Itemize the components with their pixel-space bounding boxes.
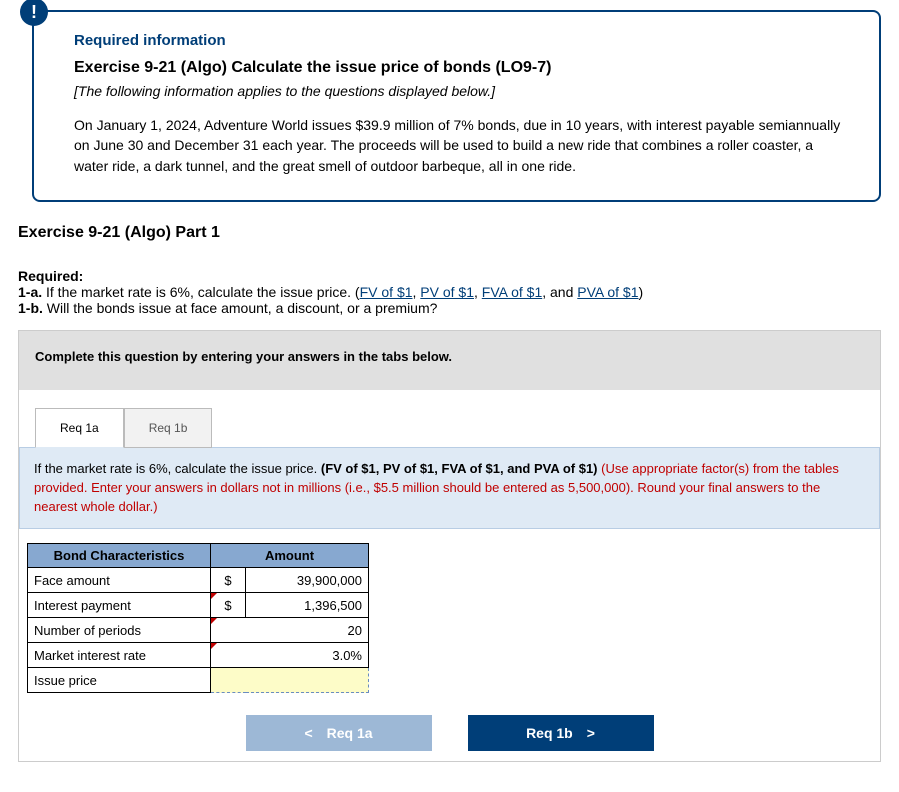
chevron-right-icon: > [587,725,595,741]
row-label: Issue price [28,668,211,693]
table-row: Number of periods 20 [28,618,369,643]
pv-link[interactable]: PV of $1 [420,284,474,300]
instruction-bar: Complete this question by entering your … [19,331,880,390]
amount-input[interactable]: 39,900,000 [246,568,369,593]
row-label: Market interest rate [28,643,211,668]
next-label: Req 1b [526,725,573,741]
prompt-text: If the market rate is 6%, calculate the … [34,461,321,476]
pva-link[interactable]: PVA of $1 [577,284,638,300]
amount-input[interactable]: 3.0% [211,643,369,668]
exercise-title: Exercise 9-21 (Algo) Calculate the issue… [74,59,851,77]
prompt-bold: (FV of $1, PV of $1, FVA of $1, and PVA … [321,461,598,476]
tab-req-1a[interactable]: Req 1a [35,408,124,448]
table-row: Issue price [28,668,369,693]
fv-link[interactable]: FV of $1 [360,284,413,300]
part-title: Exercise 9-21 (Algo) Part 1 [18,224,881,242]
currency-cell[interactable]: $ [211,593,246,618]
scenario-text: On January 1, 2024, Adventure World issu… [74,115,851,176]
applies-note: [The following information applies to th… [74,83,851,99]
table-row: Interest payment $ 1,396,500 [28,593,369,618]
row-label: Number of periods [28,618,211,643]
chevron-left-icon: < [304,725,312,741]
currency-cell[interactable]: $ [211,568,246,593]
tabs: Req 1a Req 1b [19,408,880,448]
prev-req-button: < Req 1a [246,715,432,751]
amount-input[interactable]: 1,396,500 [246,593,369,618]
tab-req-1b[interactable]: Req 1b [124,408,213,448]
required-heading: Required: [18,268,83,284]
required-info-label: Required information [74,32,851,49]
required-information-box: ! Required information Exercise 9-21 (Al… [32,10,881,202]
table-row: Face amount $ 39,900,000 [28,568,369,593]
bond-table: Bond Characteristics Amount Face amount … [27,543,369,693]
nav-row: < Req 1a Req 1b > [19,693,880,761]
req-1b-line: 1-b. Will the bonds issue at face amount… [18,300,437,316]
req-1a-line: 1-a. If the market rate is 6%, calculate… [18,284,643,300]
fva-link[interactable]: FVA of $1 [482,284,542,300]
row-label: Interest payment [28,593,211,618]
prev-label: Req 1a [327,725,373,741]
prompt-box: If the market rate is 6%, calculate the … [19,447,880,530]
work-area: Complete this question by entering your … [18,330,881,763]
row-label: Face amount [28,568,211,593]
col-header-characteristics: Bond Characteristics [28,544,211,568]
issue-price-input[interactable] [211,668,369,693]
col-header-amount: Amount [211,544,369,568]
next-req-button[interactable]: Req 1b > [468,715,654,751]
table-row: Market interest rate 3.0% [28,643,369,668]
alert-badge-icon: ! [20,0,48,26]
amount-input[interactable]: 20 [211,618,369,643]
required-block: Required: 1-a. If the market rate is 6%,… [18,268,881,316]
